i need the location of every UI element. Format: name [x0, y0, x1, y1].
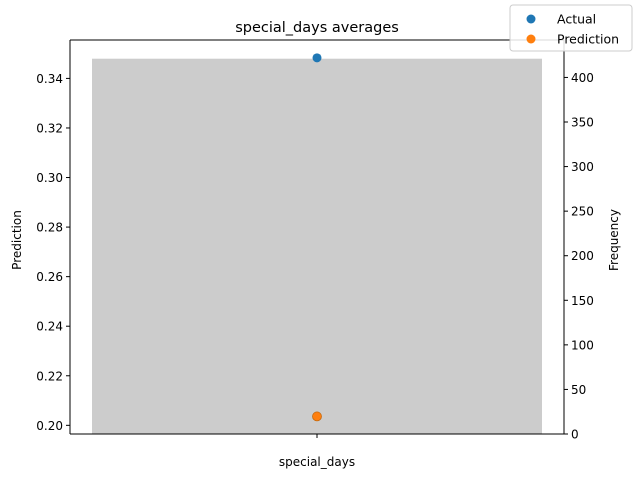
prediction-point [312, 411, 322, 422]
y-left-tick-label: 0.22 [36, 369, 63, 383]
legend-marker-actual [526, 14, 536, 24]
legend-box [509, 4, 633, 52]
legend: Actual Prediction [509, 4, 633, 52]
y-left-tick-label: 0.26 [36, 270, 63, 284]
y-right-tick-label: 400 [571, 71, 594, 85]
y-axis-right-label: Frequency [607, 209, 621, 271]
y-axis-left-label: Prediction [10, 210, 24, 270]
chart-title: special_days averages [235, 20, 399, 36]
y-left-tick-label: 0.34 [36, 72, 63, 86]
y-right-tick-label: 300 [571, 160, 594, 174]
y-right-tick-label: 0 [571, 428, 579, 442]
y-right-tick-label: 200 [571, 249, 594, 263]
y-right-tick-label: 150 [571, 294, 594, 308]
x-axis-label: special_days [279, 455, 355, 469]
y-left-tick-label: 0.24 [36, 320, 63, 334]
y-right-tick-label: 250 [571, 205, 594, 219]
y-left-tick-label: 0.28 [36, 221, 63, 235]
y-right-tick-label: 100 [571, 338, 594, 352]
frequency-bar [92, 58, 542, 435]
legend-label-actual: Actual [557, 12, 596, 27]
y-left-tick-label: 0.32 [36, 121, 63, 135]
y-left-tick-label: 0.30 [36, 171, 63, 185]
actual-point [312, 53, 322, 63]
y-left-tick-label: 0.20 [36, 419, 63, 433]
plot-area: 0.20 0.22 0.24 0.26 0.28 0.30 0.32 0.34 0 50 100 15… [36, 39, 594, 442]
legend-marker-prediction [526, 34, 536, 44]
y-right-tick-label: 50 [571, 383, 586, 397]
legend-label-prediction: Prediction [557, 32, 619, 47]
y-right-tick-label: 350 [571, 116, 594, 130]
